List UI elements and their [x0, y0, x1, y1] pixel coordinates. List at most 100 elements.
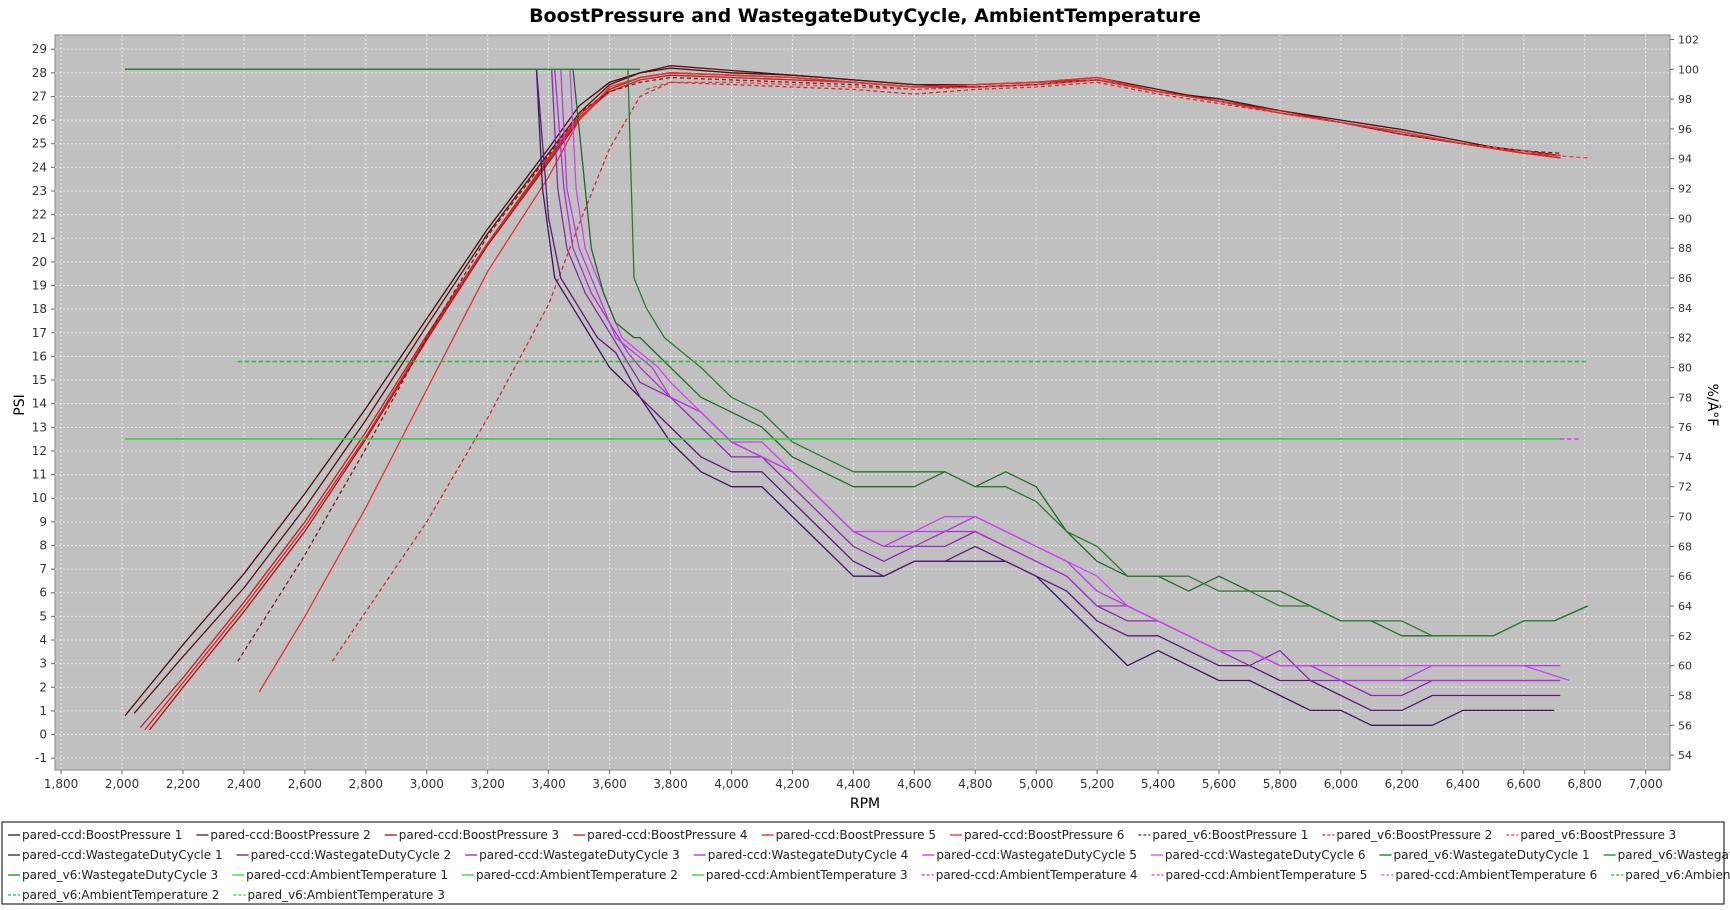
y-right-tick-label: 58: [1678, 689, 1692, 702]
y-axis-right-title: %/Â°F: [1704, 384, 1722, 427]
y-tick-label: 9: [39, 515, 47, 529]
y-right-tick-label: 94: [1678, 153, 1692, 166]
y-tick-label: 17: [32, 326, 47, 340]
legend-label: pared_v6:AmbientTemperature 3: [247, 888, 444, 902]
legend-label: pared-ccd:WastegateDutyCycle 5: [936, 848, 1137, 862]
x-tick-label: 2,400: [227, 777, 261, 791]
y-tick-label: 7: [39, 562, 47, 576]
series-line-9: [646, 79, 1588, 159]
y-right-tick-label: 92: [1678, 183, 1692, 196]
y-tick-label: 24: [32, 160, 47, 174]
x-tick-label: 1,800: [44, 777, 78, 791]
x-tick-label: 4,800: [958, 777, 992, 791]
x-tick-label: 5,800: [1263, 777, 1297, 791]
y-tick-label: 8: [39, 538, 47, 552]
y-right-tick-label: 88: [1678, 242, 1692, 255]
y-right-tick-label: 54: [1678, 749, 1692, 762]
y-tick-label: -1: [35, 751, 47, 765]
legend-label: pared-ccd:BoostPressure 4: [587, 828, 747, 842]
y-tick-label: 22: [32, 208, 47, 222]
legend-label: pared-ccd:WastegateDutyCycle 2: [251, 848, 452, 862]
y-tick-label: 25: [32, 137, 47, 151]
y-tick-label: 3: [39, 657, 47, 671]
y-right-tick-label: 78: [1678, 391, 1692, 404]
y-right-tick-label: 70: [1678, 511, 1692, 524]
legend-label: pared-ccd:WastegateDutyCycle 6: [1165, 848, 1366, 862]
x-tick-label: 3,800: [653, 777, 687, 791]
series-line-8: [331, 81, 1561, 662]
y-right-tick-label: 66: [1678, 570, 1692, 583]
x-tick-label: 4,400: [836, 777, 870, 791]
y-right-tick-label: 76: [1678, 421, 1692, 434]
legend-label: pared-ccd:WastegateDutyCycle 4: [708, 848, 909, 862]
y-tick-label: 1: [39, 704, 47, 718]
series-line-10: [125, 68, 1555, 726]
y-tick-label: 18: [32, 302, 47, 316]
y-tick-label: 20: [32, 255, 47, 269]
y-tick-label: 15: [32, 373, 47, 387]
x-tick-label: 6,400: [1446, 777, 1480, 791]
legend-label: pared_v6:BoostPressure 2: [1336, 828, 1492, 842]
x-tick-label: 5,200: [1080, 777, 1114, 791]
legend-label: pared-ccd:WastegateDutyCycle 1: [22, 848, 223, 862]
y-tick-label: 0: [39, 728, 47, 742]
legend-label: pared-ccd:AmbientTemperature 5: [1166, 868, 1368, 882]
y-right-tick-label: 60: [1678, 660, 1692, 673]
legend-label: pared_v6:WastegateDutyCycle 3: [22, 868, 218, 882]
y-tick-label: 28: [32, 66, 47, 80]
series-line-11: [125, 68, 1561, 712]
legend-label: pared-ccd:BoostPressure 1: [22, 828, 182, 842]
legend-label: pared_v6:BoostPressure 1: [1152, 828, 1308, 842]
plot-area: 1,800 2,000 2,200 2,400 2,600 2,800 3,000 3,200…: [32, 33, 1699, 791]
chart-title: BoostPressure and WastegateDutyCycle, Am…: [529, 5, 1201, 27]
y-right-tick-label: 72: [1678, 481, 1692, 494]
y-right-tick-label: 56: [1678, 719, 1692, 732]
y-right-tick-label: 80: [1678, 361, 1692, 374]
x-tick-label: 2,200: [166, 777, 200, 791]
legend-label: pared-ccd:AmbientTemperature 6: [1395, 868, 1597, 882]
x-tick-label: 2,800: [349, 777, 383, 791]
x-tick-label: 6,800: [1567, 777, 1601, 791]
y-right-tick-label: 102: [1678, 33, 1699, 46]
x-tick-label: 2,600: [288, 777, 322, 791]
y-tick-label: 29: [32, 42, 47, 56]
legend-label: pared-ccd:BoostPressure 2: [210, 828, 370, 842]
y-right-tick-label: 84: [1678, 302, 1692, 315]
x-tick-label: 3,400: [531, 777, 565, 791]
y-right-tick-label: 86: [1678, 272, 1692, 285]
legend-label: pared-ccd:WastegateDutyCycle 3: [479, 848, 680, 862]
legend-label: pared_v6:AmbientTemperature 1: [1625, 868, 1730, 882]
x-tick-label: 7,000: [1628, 777, 1662, 791]
legend-label: pared-ccd:BoostPressure 5: [776, 828, 936, 842]
y-right-tick-label: 90: [1678, 212, 1692, 225]
legend-label: pared_v6:WastegateDutyCycle 1: [1393, 848, 1589, 862]
legend-label: pared_v6:WastegateDutyCycle 2: [1618, 848, 1730, 862]
x-axis-title: RPM: [850, 796, 880, 812]
plot-background: [54, 34, 1671, 771]
legend-label: pared-ccd:AmbientTemperature 3: [706, 868, 908, 882]
legend-label: pared-ccd:AmbientTemperature 1: [246, 868, 448, 882]
y-right-tick-label: 64: [1678, 600, 1692, 613]
y-right-tick-label: 100: [1678, 63, 1699, 76]
y-right-tick-label: 62: [1678, 630, 1692, 643]
legend-label: pared-ccd:BoostPressure 3: [399, 828, 559, 842]
y-axis-title: PSI: [12, 394, 28, 415]
y-right-tick-label: 68: [1678, 540, 1692, 553]
y-tick-label: 14: [32, 397, 47, 411]
legend-label: pared-ccd:AmbientTemperature 2: [476, 868, 678, 882]
y-tick-label: 26: [32, 113, 47, 127]
y-tick-label: 19: [32, 279, 47, 293]
x-tick-label: 6,600: [1507, 777, 1541, 791]
x-tick-label: 5,600: [1202, 777, 1236, 791]
y-tick-label: 27: [32, 89, 47, 103]
legend-box: [1, 821, 1725, 905]
series-line-16: [572, 69, 1588, 637]
series-line-17: [125, 68, 1588, 637]
y-tick-label: 2: [39, 680, 47, 694]
x-tick-label: 3,600: [592, 777, 626, 791]
legend-label: pared_v6:BoostPressure 3: [1520, 828, 1676, 842]
y-tick-label: 12: [32, 444, 47, 458]
y-tick-label: 4: [39, 633, 47, 647]
y-tick-label: 11: [32, 468, 47, 482]
